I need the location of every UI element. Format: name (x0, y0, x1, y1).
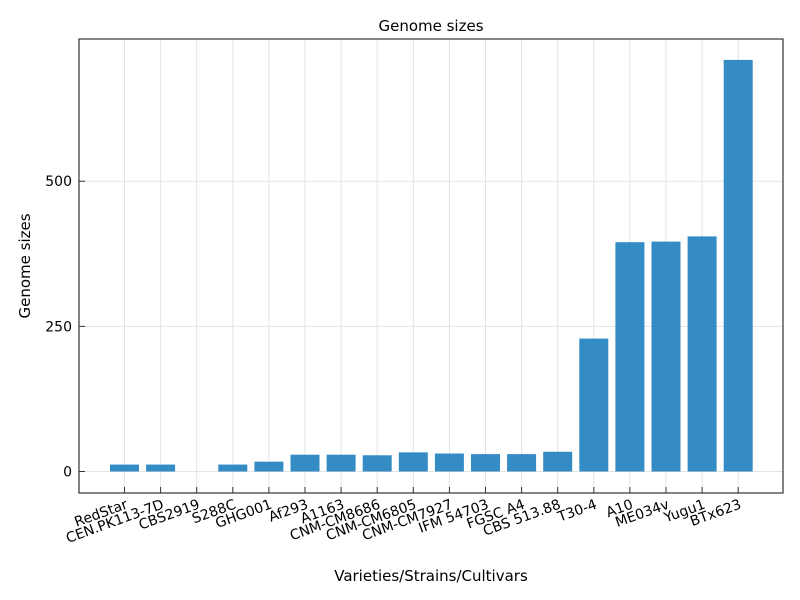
bar-ifm-54703 (471, 454, 500, 472)
bar-t30-4 (579, 338, 609, 472)
x-tick-label: T30-4 (555, 497, 599, 526)
bar-yugu1 (687, 236, 717, 472)
bar-cnm-cm7927 (434, 453, 464, 472)
bar-a1163 (326, 454, 356, 472)
plot-frame (78, 38, 784, 494)
bar-af293 (290, 454, 320, 472)
y-tick-label: 500 (45, 174, 72, 190)
y-tick-label: 250 (45, 319, 72, 335)
bar-a10 (615, 242, 645, 472)
bar-s288c (218, 464, 248, 472)
x-axis-ticks: RedStarCEN.PK113-7DCBS2919S288CGHG001Af2… (64, 487, 744, 547)
bar-btx623 (723, 59, 753, 472)
chart-title: Genome sizes (378, 17, 483, 35)
y-axis-ticks: 0 250 500 (45, 174, 85, 481)
bar-me034v (651, 241, 681, 472)
bar-cnm-cm6805 (398, 452, 428, 472)
bar-cnm-cm8686 (362, 455, 392, 472)
bar-ghg001 (254, 461, 284, 472)
bar-fgsc-a4 (507, 454, 537, 472)
bar-redstar (110, 464, 139, 472)
y-tick-label: 0 (63, 465, 72, 481)
bars (110, 59, 753, 472)
y-axis-title: Genome sizes (16, 213, 34, 318)
x-axis-title: Varieties/Strains/Cultivars (334, 567, 528, 585)
bar-cbs-513-88 (543, 451, 573, 472)
bar-cen-pk113-7d (146, 464, 176, 472)
